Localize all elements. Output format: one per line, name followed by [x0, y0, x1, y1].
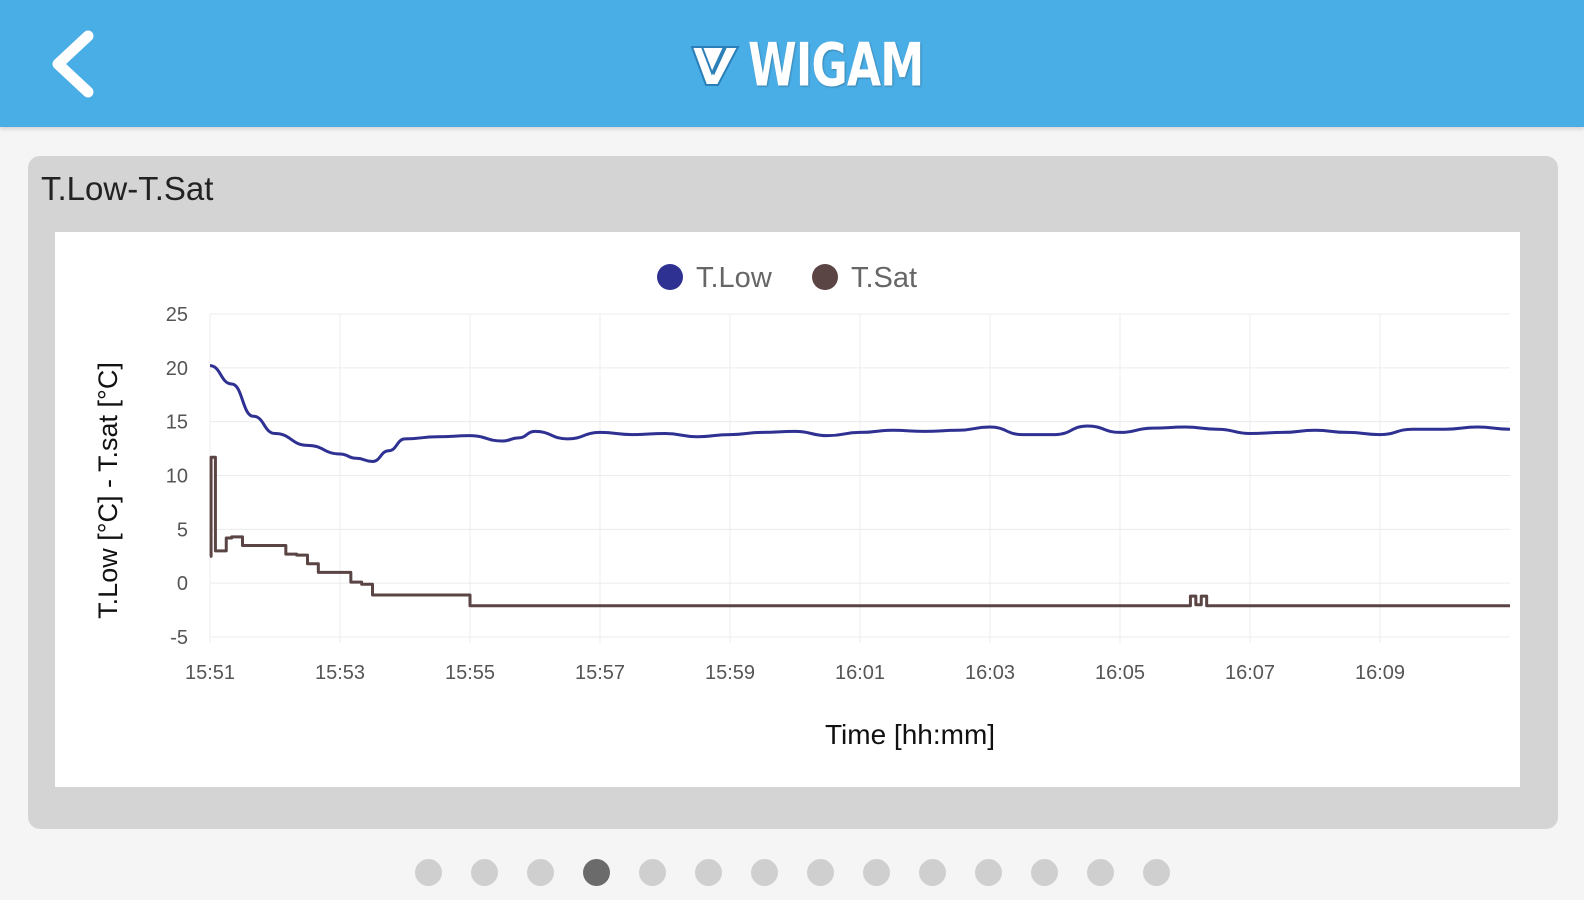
chart-panel: 25 20 15 10 5 0 -5 15:51 15:53 15:55 15:57 15:59 16:…	[55, 232, 1520, 787]
page-dot[interactable]	[1030, 859, 1058, 886]
y-axis-label: T.Low [°C] - T.sat [°C]	[93, 362, 123, 619]
page-dot[interactable]	[638, 859, 666, 886]
x-tick-label: 15:59	[705, 662, 755, 684]
page-dot[interactable]	[806, 859, 834, 886]
page-dot[interactable]	[750, 859, 778, 886]
page-dot[interactable]	[862, 859, 890, 886]
chevron-left-icon	[52, 30, 94, 98]
x-tick-label: 16:03	[965, 662, 1015, 684]
x-tick-label: 15:53	[315, 662, 365, 684]
series-line-t-low	[209, 364, 1511, 464]
y-tick-label: 25	[166, 304, 188, 326]
legend-label: T.Low	[696, 262, 773, 294]
wigam-logo-icon	[690, 46, 740, 86]
page-dot[interactable]	[526, 859, 554, 886]
page-dot[interactable]	[470, 859, 498, 886]
page-dot[interactable]	[918, 859, 946, 886]
x-tick-label: 15:55	[445, 662, 495, 684]
x-tick-label: 16:01	[835, 662, 885, 684]
y-tick-label: 0	[177, 573, 188, 595]
legend-marker-t-sat	[812, 264, 838, 290]
chart-card: T.Low-T.Sat 25 20 15 10 5 0 -5 15:51 15:53 15:55 1…	[28, 156, 1558, 829]
page-dot[interactable]	[414, 859, 442, 886]
page-dot[interactable]	[1142, 859, 1170, 886]
x-tick-label: 16:05	[1095, 662, 1145, 684]
y-tick-label: 15	[166, 412, 188, 434]
page-dot[interactable]	[974, 859, 1002, 886]
y-tick-label: -5	[170, 627, 188, 649]
y-tick-label: 10	[166, 466, 188, 488]
brand-name: WIGAM	[748, 31, 924, 101]
x-axis-label: Time [hh:mm]	[825, 719, 995, 750]
page-indicator	[0, 859, 1584, 886]
page-dot[interactable]	[1086, 859, 1114, 886]
top-app-bar: WIGAM	[0, 0, 1584, 127]
series-line-t-sat	[209, 455, 1510, 608]
x-tick-label: 16:07	[1225, 662, 1275, 684]
x-tick-label: 15:57	[575, 662, 625, 684]
legend-label: T.Sat	[851, 262, 917, 294]
back-button[interactable]	[40, 24, 112, 104]
brand-logo: WIGAM	[688, 32, 954, 101]
x-tick-label: 16:09	[1355, 662, 1405, 684]
page-dot[interactable]	[694, 859, 722, 886]
x-tick-label: 15:51	[185, 662, 235, 684]
page-dot[interactable]	[582, 859, 610, 886]
legend-marker-t-low	[657, 264, 683, 290]
line-chart: 25 20 15 10 5 0 -5 15:51 15:53 15:55 15:57 15:59 16:…	[93, 262, 1511, 750]
chart-card-title: T.Low-T.Sat	[41, 170, 214, 207]
y-tick-label: 5	[177, 519, 188, 541]
y-tick-label: 20	[166, 358, 188, 380]
